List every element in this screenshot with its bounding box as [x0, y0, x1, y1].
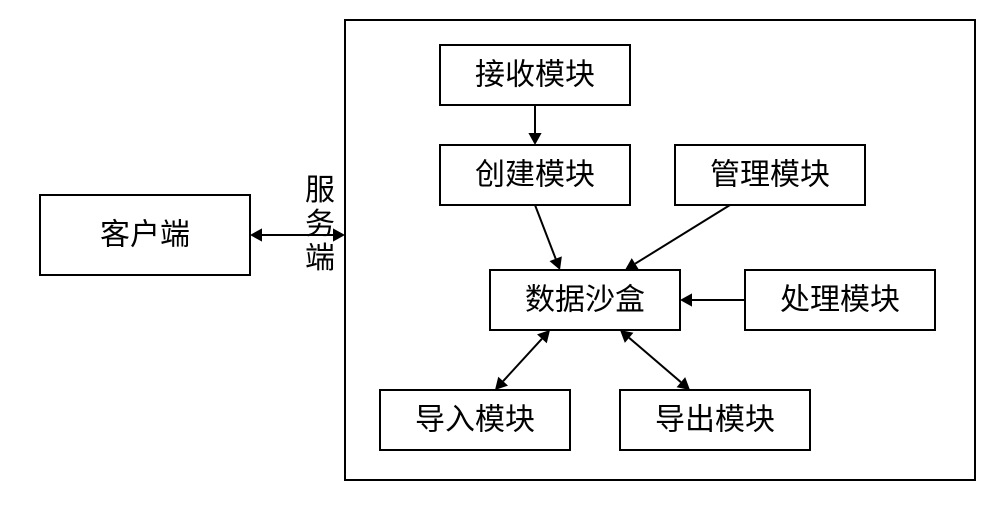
edge-create-sandbox — [535, 205, 556, 259]
node-manage: 管理模块 — [675, 145, 865, 205]
arrowhead — [250, 228, 262, 241]
arrowhead — [680, 293, 692, 306]
node-process-label: 处理模块 — [780, 284, 900, 317]
node-client-label: 客户端 — [100, 219, 190, 252]
node-export: 导出模块 — [620, 390, 810, 450]
node-import: 导入模块 — [380, 390, 570, 450]
node-export-label: 导出模块 — [655, 404, 775, 437]
node-create: 创建模块 — [440, 145, 630, 205]
node-receive-label: 接收模块 — [475, 59, 595, 92]
server-label-char: 端 — [305, 242, 335, 275]
node-client: 客户端 — [40, 195, 250, 275]
edge-sandbox-import — [503, 339, 542, 381]
node-receive: 接收模块 — [440, 45, 630, 105]
edge-manage-sandbox — [635, 205, 730, 264]
arrowhead — [625, 258, 639, 270]
arrowhead — [333, 228, 345, 241]
server-label-char: 服 — [305, 174, 335, 207]
node-manage-label: 管理模块 — [710, 159, 830, 192]
edge-sandbox-export — [629, 338, 681, 382]
node-create-label: 创建模块 — [475, 159, 595, 192]
node-sandbox-label: 数据沙盒 — [525, 284, 645, 317]
server-label-char: 务 — [305, 208, 335, 241]
node-sandbox: 数据沙盒 — [490, 270, 680, 330]
node-process: 处理模块 — [745, 270, 935, 330]
arrowhead — [528, 133, 541, 145]
node-import-label: 导入模块 — [415, 404, 535, 437]
